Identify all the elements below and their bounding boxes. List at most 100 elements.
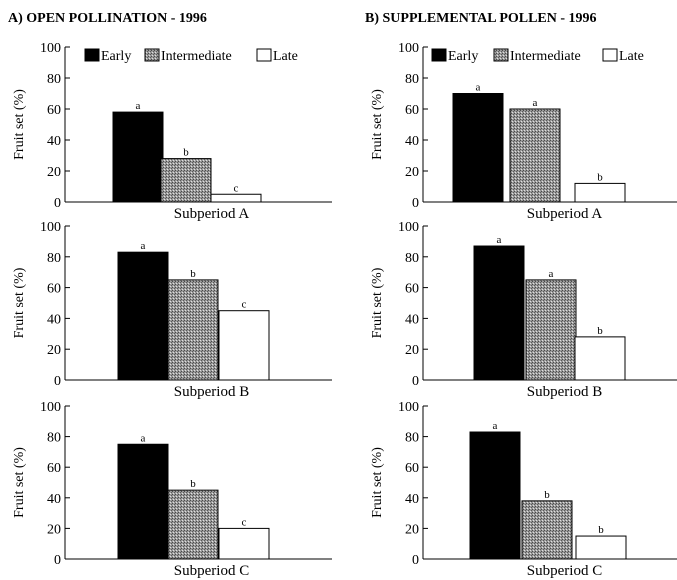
x-axis-label: Subperiod C <box>527 563 602 579</box>
y-tick-label: 0 <box>412 553 419 568</box>
bar-late <box>218 310 270 381</box>
bar-intermediate <box>521 500 573 560</box>
y-axis-label: Fruit set (%) <box>370 89 385 160</box>
legend-swatch-late <box>256 48 272 62</box>
y-tick-label: 60 <box>405 103 419 118</box>
y-tick-label: 60 <box>405 461 419 476</box>
y-axis-label: Fruit set (%) <box>12 447 27 518</box>
y-tick-label: 0 <box>412 374 419 389</box>
significance-label: a <box>497 234 502 246</box>
column-title-a: A) OPEN POLLINATION - 1996 <box>8 11 207 26</box>
bar-intermediate <box>160 158 212 203</box>
legend-swatch-intermediate <box>144 48 160 62</box>
y-tick-label: 60 <box>47 282 61 297</box>
y-tick-label: 20 <box>405 522 419 537</box>
significance-label: b <box>190 478 196 490</box>
y-tick-label: 40 <box>405 312 419 327</box>
y-tick-label: 80 <box>405 72 419 87</box>
legend-label-intermediate: Intermediate <box>161 49 232 64</box>
significance-label: b <box>183 147 189 159</box>
y-axis-label: Fruit set (%) <box>12 267 27 338</box>
bar-late <box>575 535 627 560</box>
y-tick-label: 0 <box>54 196 61 211</box>
bar-intermediate <box>509 108 561 203</box>
significance-label: a <box>141 240 146 252</box>
significance-label: a <box>549 268 554 280</box>
y-tick-label: 60 <box>47 461 61 476</box>
y-tick-label: 80 <box>47 251 61 266</box>
y-tick-label: 80 <box>47 431 61 446</box>
y-tick-label: 60 <box>47 103 61 118</box>
y-tick-label: 20 <box>405 165 419 180</box>
legend-label-late: Late <box>273 49 298 64</box>
bar-intermediate <box>525 279 577 381</box>
y-tick-label: 80 <box>47 72 61 87</box>
y-tick-label: 20 <box>47 343 61 358</box>
y-tick-label: 80 <box>405 251 419 266</box>
legend-swatch-late <box>602 48 618 62</box>
significance-label: c <box>242 299 247 311</box>
y-tick-label: 0 <box>54 553 61 568</box>
y-tick-label: 0 <box>412 196 419 211</box>
significance-label: b <box>544 489 550 501</box>
bar-late <box>574 336 626 381</box>
legend-label-early: Early <box>101 49 131 64</box>
legend-label-late: Late <box>619 49 644 64</box>
bar-intermediate <box>167 489 219 560</box>
bar-early <box>117 251 169 381</box>
significance-label: a <box>533 97 538 109</box>
y-tick-label: 40 <box>405 492 419 507</box>
legend-label-early: Early <box>448 49 478 64</box>
y-tick-label: 20 <box>47 165 61 180</box>
x-axis-label: Subperiod B <box>174 384 249 400</box>
y-tick-label: 80 <box>405 431 419 446</box>
significance-label: c <box>242 516 247 528</box>
x-axis-label: Subperiod A <box>527 206 603 222</box>
x-axis-label: Subperiod A <box>174 206 250 222</box>
legend-swatch-intermediate <box>493 48 509 62</box>
significance-label: c <box>234 182 239 194</box>
bar-late <box>218 527 270 560</box>
y-tick-label: 100 <box>40 220 61 235</box>
y-tick-label: 40 <box>47 492 61 507</box>
significance-label: a <box>136 100 141 112</box>
legend-swatch-early <box>431 48 447 62</box>
significance-label: a <box>476 82 481 94</box>
y-tick-label: 60 <box>405 282 419 297</box>
y-tick-label: 40 <box>47 312 61 327</box>
y-tick-label: 40 <box>47 134 61 149</box>
x-axis-label: Subperiod B <box>527 384 602 400</box>
bar-early <box>117 443 169 560</box>
y-tick-label: 100 <box>398 220 419 235</box>
significance-label: b <box>598 524 604 536</box>
legend-swatch-early <box>84 48 100 62</box>
bar-late <box>574 182 626 203</box>
bar-late <box>210 193 262 203</box>
y-tick-label: 100 <box>40 41 61 56</box>
bar-early <box>452 93 504 203</box>
bar-early <box>469 431 521 560</box>
y-axis-label: Fruit set (%) <box>12 89 27 160</box>
x-axis-label: Subperiod C <box>174 563 249 579</box>
y-tick-label: 40 <box>405 134 419 149</box>
y-tick-label: 100 <box>398 41 419 56</box>
significance-label: b <box>597 325 603 337</box>
significance-label: b <box>597 171 603 183</box>
legend-label-intermediate: Intermediate <box>510 49 581 64</box>
bar-early <box>112 111 164 203</box>
y-tick-label: 100 <box>40 400 61 415</box>
bar-intermediate <box>167 279 219 381</box>
significance-label: a <box>141 432 146 444</box>
significance-label: a <box>493 420 498 432</box>
y-axis-label: Fruit set (%) <box>370 267 385 338</box>
column-title-b: B) SUPPLEMENTAL POLLEN - 1996 <box>365 11 597 26</box>
y-tick-label: 0 <box>54 374 61 389</box>
y-tick-label: 20 <box>405 343 419 358</box>
significance-label: b <box>190 268 196 280</box>
y-tick-label: 100 <box>398 400 419 415</box>
y-tick-label: 20 <box>47 522 61 537</box>
y-axis-label: Fruit set (%) <box>370 447 385 518</box>
bar-early <box>473 245 525 381</box>
